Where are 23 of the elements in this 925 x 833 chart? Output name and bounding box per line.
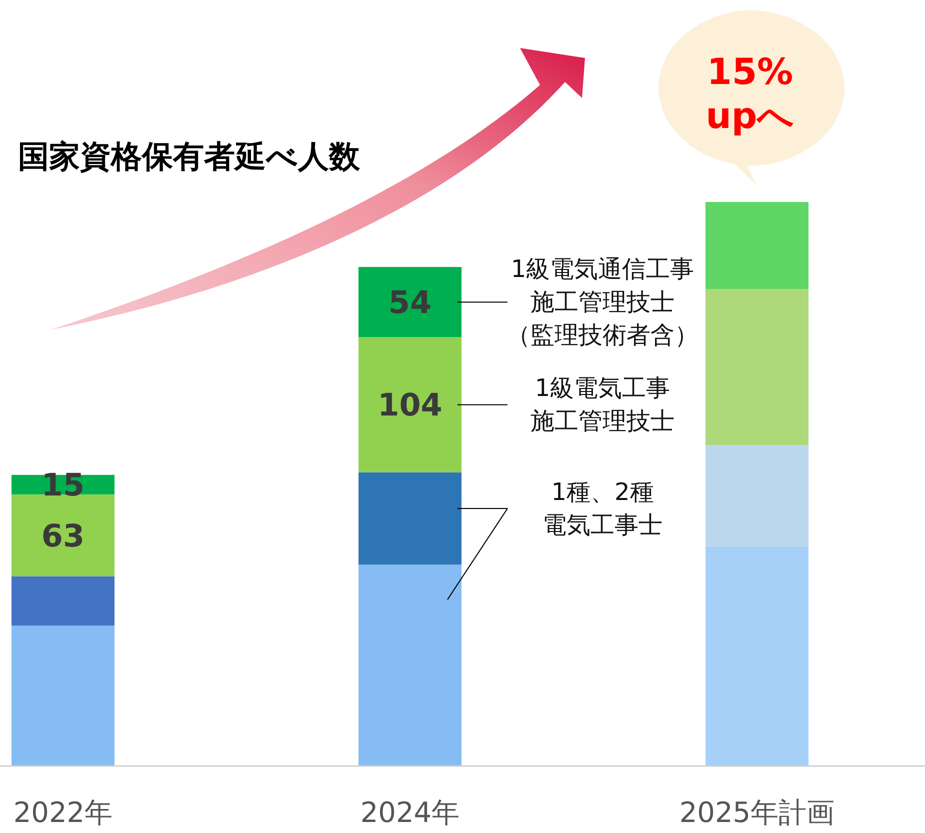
text: 15% upへ	[706, 52, 794, 137]
data-label: 63	[41, 518, 85, 554]
bar	[706, 289, 808, 446]
bar	[706, 445, 808, 546]
bar	[358, 472, 462, 565]
x-tick-label: 2025年計画	[679, 796, 835, 829]
bar	[12, 576, 114, 626]
bar	[358, 337, 462, 472]
bar	[358, 564, 462, 766]
series-label: 1級電気工事施工管理技士	[530, 374, 674, 436]
series-label: 1級電気通信工事施工管理技士（監理技術者含）	[506, 255, 698, 350]
bar	[12, 494, 114, 576]
bar	[706, 202, 808, 290]
bar	[12, 626, 114, 766]
data-label: 104	[378, 388, 442, 424]
series-label: 1種、2種電気工事士	[542, 478, 662, 539]
x-tick-label: 2024年	[360, 796, 460, 829]
x-tick-label: 2022年	[13, 796, 113, 829]
data-label: 15	[41, 468, 85, 504]
bar	[706, 546, 808, 766]
bar	[358, 266, 462, 338]
chart-title: 国家資格保有者延べ人数	[18, 139, 361, 175]
data-label: 54	[388, 285, 432, 322]
